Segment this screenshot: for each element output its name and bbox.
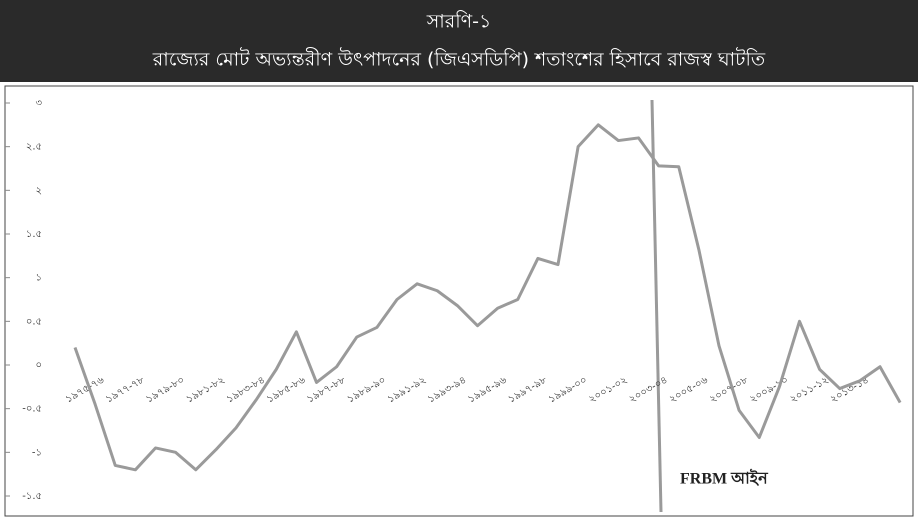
x-tick-label: ১৯৯৫-৯৬ (466, 374, 509, 405)
x-tick-label: ২০০৫-০৬ (667, 374, 710, 405)
y-tick-label: ২.৫ (26, 142, 42, 153)
y-tick-label: -১ (32, 447, 42, 458)
y-tick-label: ০.৫ (26, 316, 42, 327)
chart-subtitle: রাজ্যের মোট অভ্যন্তরীণ উৎপাদনের (জিএসডিপ… (152, 48, 766, 71)
chart-title: সারণি-১ (426, 11, 492, 33)
x-tick-label: ২০০১-০২ (587, 375, 629, 406)
x-tick-label: ১৯৯৭-৯৮ (507, 374, 550, 405)
y-tick-label: -০.৫ (22, 404, 42, 415)
data-line (73, 123, 902, 472)
x-tick-label: ১৯৮৩-৮৪ (225, 375, 267, 406)
title-bar (0, 0, 918, 82)
x-tick-label: ২০১১-১২ (788, 375, 830, 406)
x-tick-label: ১৯৮৭-৮৮ (305, 374, 348, 405)
y-tick-label: -১.৫ (22, 491, 42, 502)
frbm-line (650, 99, 663, 513)
y-tick-label: ০ (35, 360, 42, 371)
y-tick-label: ২ (35, 185, 42, 196)
x-tick-label: ১৯৯৩-৯৪ (426, 375, 468, 406)
x-tick-label: ১৯৮১-৮২ (185, 375, 227, 406)
annotation: FRBM আইন (680, 469, 769, 488)
x-tick-label: ১৯৭৭-৭৮ (104, 374, 147, 405)
x-tick-label: ১৯৯১-৯২ (386, 375, 428, 406)
y-tick-label: ১ (36, 273, 43, 284)
y-tick-label: ১.৫ (26, 229, 42, 240)
x-tick-label: ২০০৩-০৪ (627, 375, 669, 406)
x-tick-label: ২০০৯-১০ (748, 375, 790, 406)
y-tick-label: ৩ (35, 98, 42, 109)
plot-frame (4, 85, 914, 517)
x-tick-label: ১৯৭৯-৮০ (144, 375, 186, 406)
x-tick-label: ১৯৯৯-০০ (547, 375, 589, 406)
x-tick-label: ১৯৮৯-৯০ (346, 375, 388, 406)
